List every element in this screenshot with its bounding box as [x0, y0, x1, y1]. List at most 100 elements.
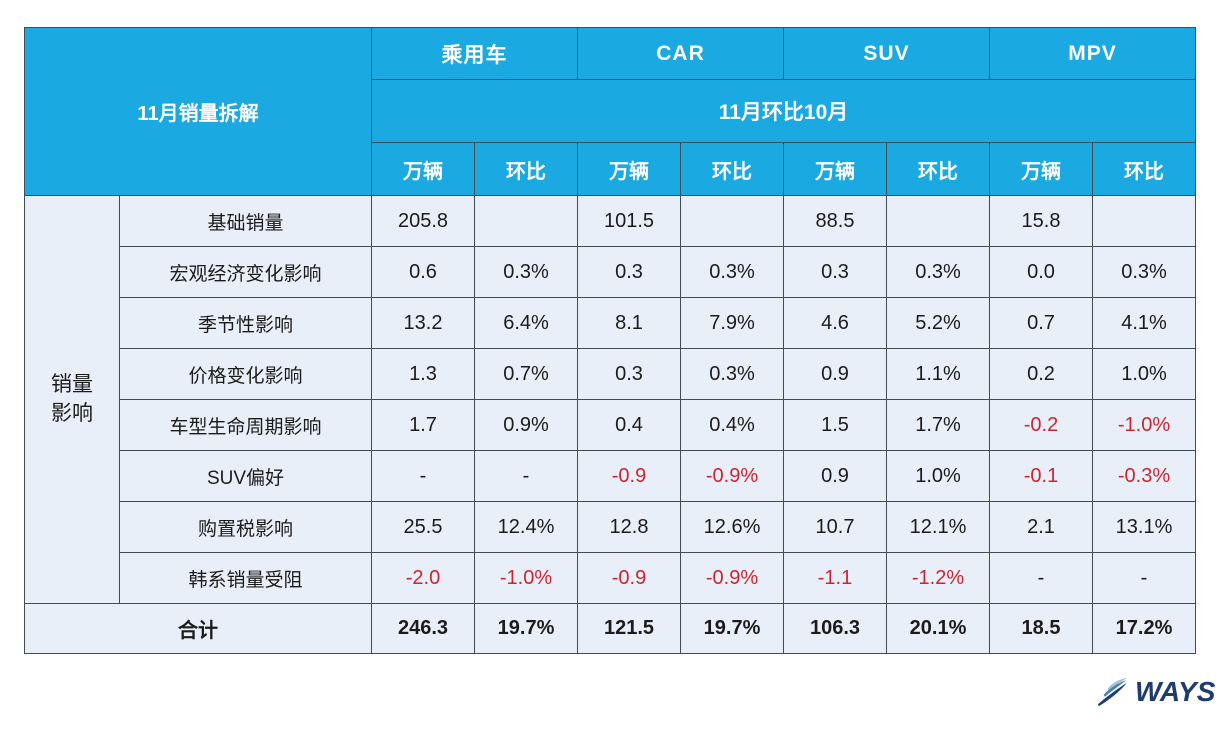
data-cell: -1.0% [474, 552, 578, 604]
data-cell: 0.0 [989, 246, 1093, 298]
data-cell: - [989, 552, 1093, 604]
data-cell: -1.2% [886, 552, 990, 604]
table-row: 季节性影响 13.2 6.4% 8.1 7.9% 4.6 5.2% 0.7 4.… [25, 297, 1196, 349]
group-header-passenger-vehicle: 乘用车 [371, 27, 578, 80]
data-cell: -0.9% [680, 450, 784, 502]
data-cell: -1.0% [1092, 399, 1196, 451]
data-cell: 0.3% [1092, 246, 1196, 298]
row-label: 韩系销量受阻 [119, 552, 372, 604]
data-cell: -0.9 [577, 450, 681, 502]
row-label: 季节性影响 [119, 297, 372, 349]
total-label: 合计 [24, 603, 372, 654]
data-cell: 12.6% [680, 501, 784, 553]
row-label: 价格变化影响 [119, 348, 372, 400]
data-cell: 1.0% [1092, 348, 1196, 400]
data-cell: 0.3% [474, 246, 578, 298]
row-label: 基础销量 [119, 195, 372, 247]
data-cell: 0.4 [577, 399, 681, 451]
table-row: 购置税影响 25.5 12.4% 12.8 12.6% 10.7 12.1% 2… [25, 501, 1196, 553]
data-cell: 6.4% [474, 297, 578, 349]
data-cell: 0.9% [474, 399, 578, 451]
col-header-ratio: 环比 [886, 142, 990, 196]
header-row-groups: 11月销量拆解 乘用车 CAR SUV MPV [24, 27, 1196, 196]
data-cell: 0.7% [474, 348, 578, 400]
col-header-volume: 万辆 [577, 142, 681, 196]
data-cell: -0.3% [1092, 450, 1196, 502]
table-row: SUV偏好 - - -0.9 -0.9% 0.9 1.0% -0.1 -0.3% [25, 450, 1196, 502]
row-label: 车型生命周期影响 [119, 399, 372, 451]
data-cell: 88.5 [783, 195, 887, 247]
data-cell [886, 195, 990, 247]
col-header-volume: 万辆 [371, 142, 475, 196]
data-cell: -0.9% [680, 552, 784, 604]
total-row: 合计 246.3 19.7% 121.5 19.7% 106.3 20.1% 1… [24, 603, 1196, 654]
data-cell: 1.7% [886, 399, 990, 451]
data-cell: 0.3% [680, 348, 784, 400]
data-cell: 5.2% [886, 297, 990, 349]
group-header-suv: SUV [783, 27, 990, 80]
data-cell: 0.9 [783, 450, 887, 502]
data-cell: - [1092, 552, 1196, 604]
ways-logo-text: WAYS [1135, 676, 1216, 707]
col-header-ratio: 环比 [680, 142, 784, 196]
data-cell: -0.9 [577, 552, 681, 604]
header-row-units: 万辆 环比 万辆 环比 万辆 环比 万辆 环比 [25, 142, 1196, 196]
data-cell: 0.4% [680, 399, 784, 451]
data-cell: 1.1% [886, 348, 990, 400]
table-row: 宏观经济变化影响 0.6 0.3% 0.3 0.3% 0.3 0.3% 0.0 … [25, 246, 1196, 298]
data-cell: 1.5 [783, 399, 887, 451]
total-cell: 121.5 [577, 603, 681, 654]
total-cell: 106.3 [783, 603, 887, 654]
data-cell: 1.7 [371, 399, 475, 451]
data-cell: 0.3 [577, 348, 681, 400]
total-cell: 18.5 [989, 603, 1093, 654]
data-cell: 0.6 [371, 246, 475, 298]
total-cell: 19.7% [680, 603, 784, 654]
data-cell: -0.1 [989, 450, 1093, 502]
data-cell [680, 195, 784, 247]
data-cell: 101.5 [577, 195, 681, 247]
table-row: 销量 影响 基础销量 205.8 101.5 88.5 15.8 [24, 195, 1196, 604]
data-cell: 25.5 [371, 501, 475, 553]
data-cell: 2.1 [989, 501, 1093, 553]
group-header-mpv: MPV [989, 27, 1196, 80]
data-cell: 12.8 [577, 501, 681, 553]
data-cell: 7.9% [680, 297, 784, 349]
total-cell: 246.3 [371, 603, 475, 654]
data-cell: - [371, 450, 475, 502]
data-cell: 205.8 [371, 195, 475, 247]
data-cell [1092, 195, 1196, 247]
data-cell: 1.0% [886, 450, 990, 502]
row-label: 购置税影响 [119, 501, 372, 553]
data-cell: 0.3 [783, 246, 887, 298]
sales-breakdown-table: 11月销量拆解 乘用车 CAR SUV MPV 11月环比10月 万辆 环比 万… [24, 27, 1196, 654]
table-row: 车型生命周期影响 1.7 0.9% 0.4 0.4% 1.5 1.7% -0.2… [25, 399, 1196, 451]
data-cell: -0.2 [989, 399, 1093, 451]
data-cell: -2.0 [371, 552, 475, 604]
data-cell: 8.1 [577, 297, 681, 349]
ways-logo: WAYS [1096, 676, 1215, 708]
data-cell: 0.7 [989, 297, 1093, 349]
data-cell: 1.3 [371, 348, 475, 400]
row-label: 宏观经济变化影响 [119, 246, 372, 298]
data-cell: 0.3% [886, 246, 990, 298]
col-header-volume: 万辆 [989, 142, 1093, 196]
group-header-car: CAR [577, 27, 784, 80]
data-cell: 13.2 [371, 297, 475, 349]
data-cell: -1.1 [783, 552, 887, 604]
swoosh-icon [1097, 677, 1128, 707]
data-cell: 13.1% [1092, 501, 1196, 553]
data-cell: 15.8 [989, 195, 1093, 247]
table-row: 价格变化影响 1.3 0.7% 0.3 0.3% 0.9 1.1% 0.2 1.… [25, 348, 1196, 400]
total-cell: 20.1% [886, 603, 990, 654]
data-cell: 0.3% [680, 246, 784, 298]
data-cell: 10.7 [783, 501, 887, 553]
subheader-month-over-month: 11月环比10月 [371, 79, 1196, 143]
row-label: SUV偏好 [119, 450, 372, 502]
data-cell: 4.1% [1092, 297, 1196, 349]
data-cell: 12.1% [886, 501, 990, 553]
total-cell: 17.2% [1092, 603, 1196, 654]
table-row: 韩系销量受阻 -2.0 -1.0% -0.9 -0.9% -1.1 -1.2% … [25, 552, 1196, 604]
data-cell: 0.3 [577, 246, 681, 298]
col-header-ratio: 环比 [474, 142, 578, 196]
